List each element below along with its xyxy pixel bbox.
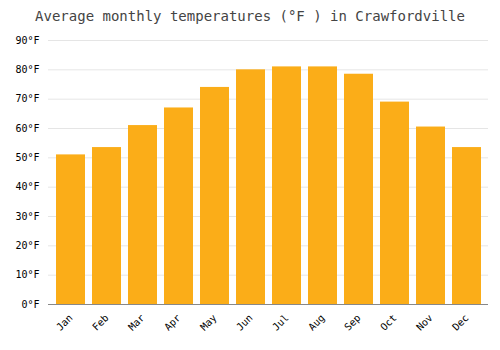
- svg-text:Oct: Oct: [378, 312, 399, 333]
- svg-text:Jun: Jun: [234, 312, 255, 333]
- svg-text:90°F: 90°F: [15, 35, 39, 46]
- svg-text:70°F: 70°F: [15, 93, 39, 104]
- svg-text:Nov: Nov: [414, 312, 435, 333]
- svg-text:0°F: 0°F: [21, 299, 39, 310]
- svg-text:10°F: 10°F: [15, 269, 39, 280]
- svg-text:30°F: 30°F: [15, 211, 39, 222]
- svg-text:Sep: Sep: [342, 312, 363, 333]
- svg-text:Apr: Apr: [162, 312, 183, 333]
- svg-text:60°F: 60°F: [15, 123, 39, 134]
- svg-text:Feb: Feb: [90, 312, 111, 333]
- svg-text:Jan: Jan: [54, 312, 75, 333]
- svg-text:May: May: [198, 312, 219, 333]
- svg-text:50°F: 50°F: [15, 152, 39, 163]
- svg-text:80°F: 80°F: [15, 64, 39, 75]
- svg-text:Mar: Mar: [126, 312, 147, 333]
- svg-text:20°F: 20°F: [15, 240, 39, 251]
- svg-text:40°F: 40°F: [15, 181, 39, 192]
- html-text:Average monthly temperatures (: Average monthly temperatures (°F ) in Cr…: [35, 8, 465, 24]
- svg-text:Aug: Aug: [306, 312, 327, 333]
- svg-text:Dec: Dec: [450, 312, 471, 333]
- svg-text:Jul: Jul: [270, 312, 291, 333]
